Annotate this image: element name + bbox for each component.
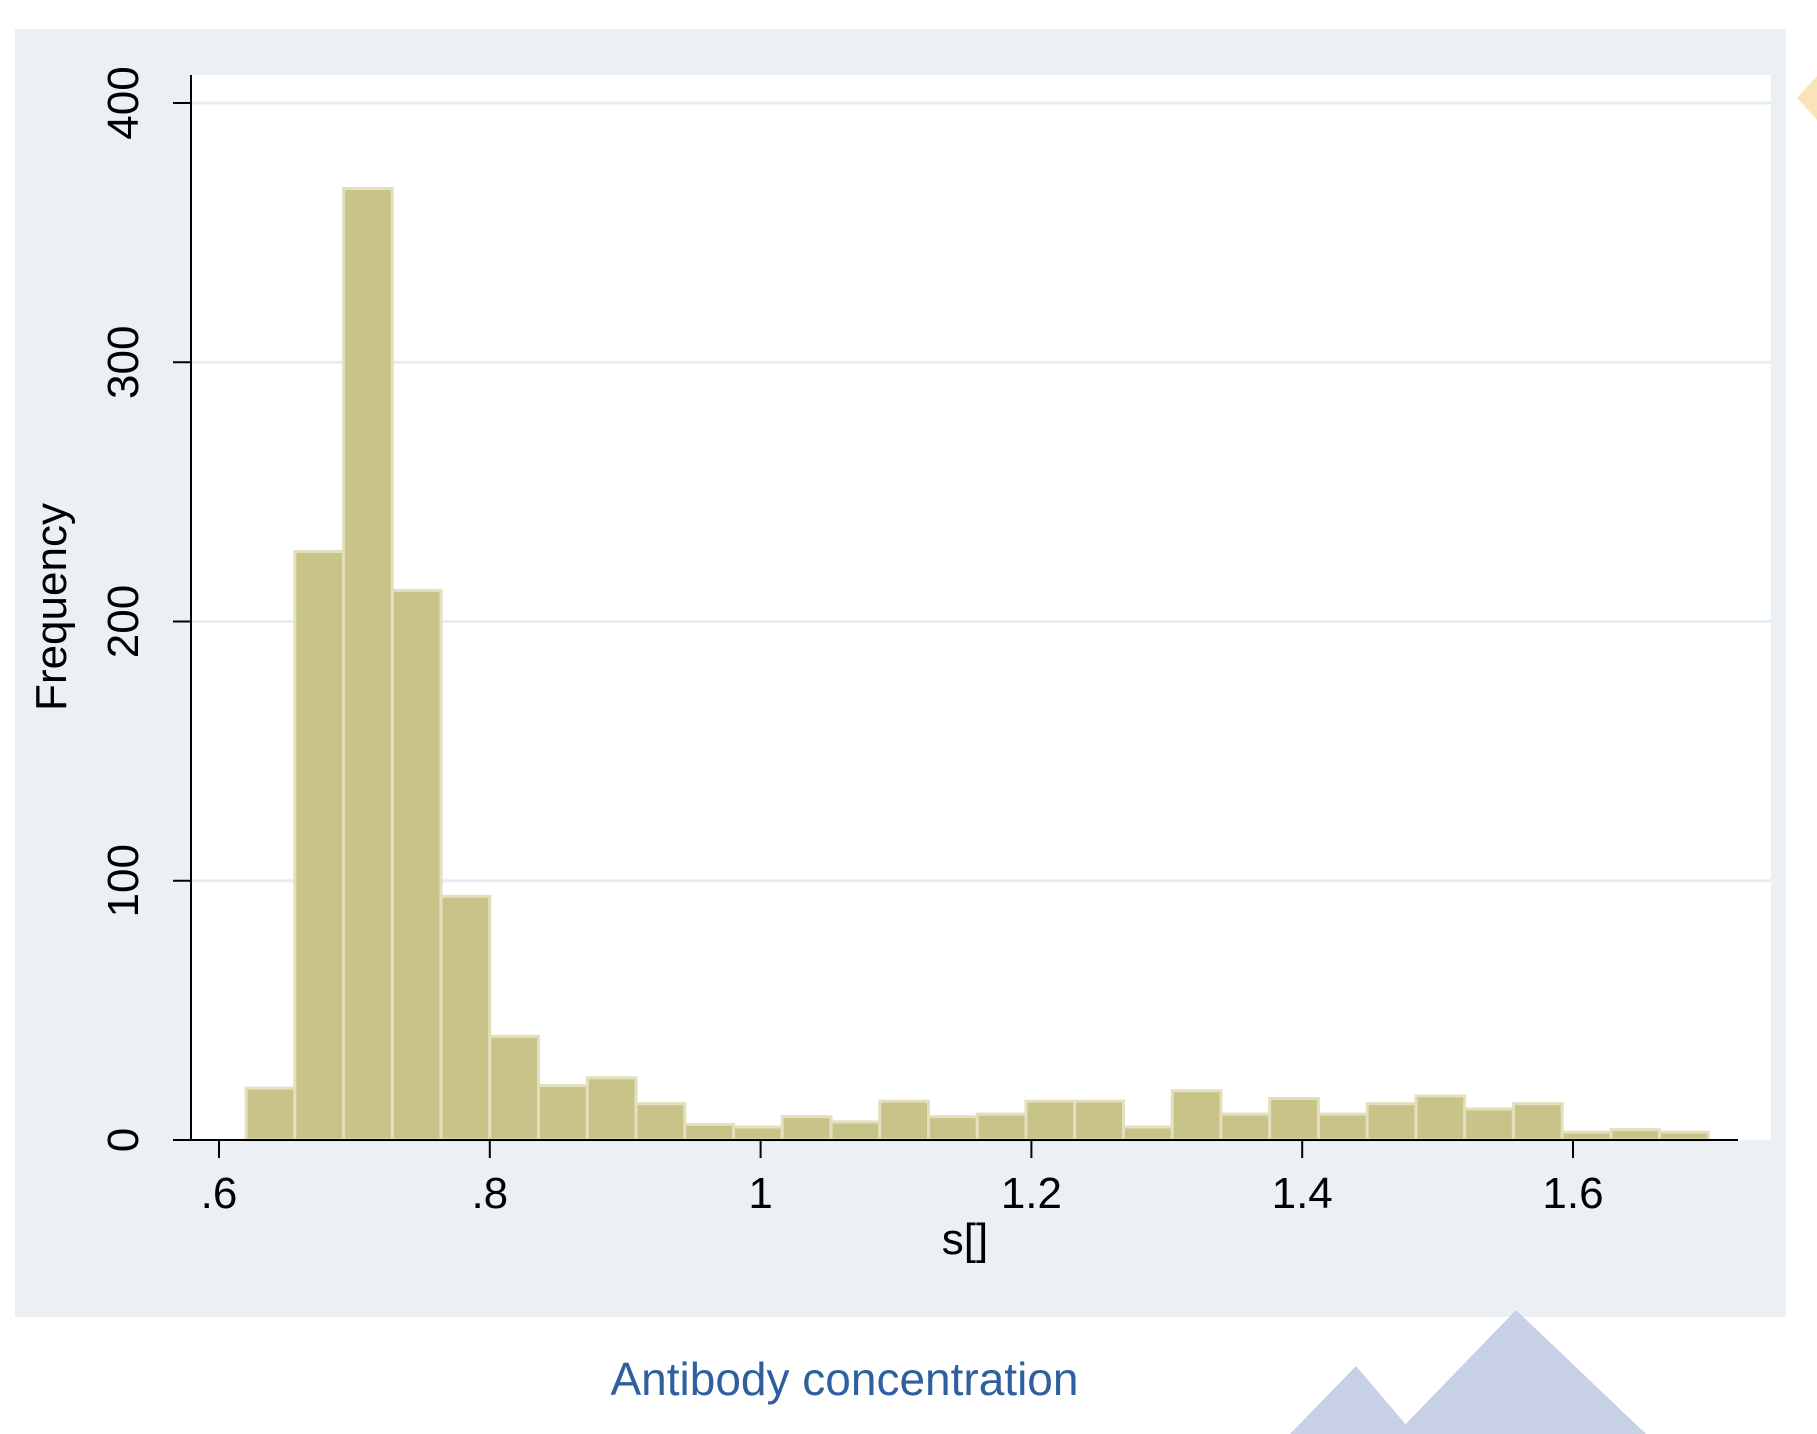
- histogram-bar: [293, 550, 346, 1142]
- x-tick-label: 1.6: [1542, 1169, 1603, 1218]
- histogram-bar: [634, 1102, 687, 1142]
- histogram-bar: [1268, 1097, 1320, 1142]
- histogram-bar: [1658, 1130, 1710, 1142]
- histogram-bar: [829, 1120, 882, 1142]
- x-tick-label: 1.2: [1001, 1169, 1062, 1218]
- histogram-bar: [1609, 1128, 1662, 1142]
- histogram-bar: [780, 1115, 833, 1142]
- decorative-diamond: [1797, 76, 1817, 120]
- decorative-mountains: [1290, 1310, 1646, 1434]
- x-tick-label: .8: [471, 1169, 508, 1218]
- x-axis-title: s[]: [942, 1215, 988, 1264]
- x-tick-label: 1: [748, 1169, 772, 1218]
- slide-caption: Antibody concentration: [0, 1352, 1817, 1406]
- y-tick-label: 200: [99, 585, 148, 658]
- caption-text: Antibody concentration: [610, 1353, 1079, 1405]
- histogram-bar: [732, 1125, 784, 1142]
- histogram-bar: [878, 1099, 930, 1142]
- histogram-bar: [342, 187, 394, 1142]
- histogram-bar: [926, 1115, 979, 1142]
- histogram-bar: [1316, 1112, 1369, 1142]
- histogram-bar: [1170, 1089, 1223, 1142]
- mountain-shape-small: [1290, 1366, 1414, 1434]
- x-tick-label: .6: [201, 1169, 238, 1218]
- histogram-bar: [439, 894, 492, 1142]
- histogram-bar: [537, 1084, 589, 1142]
- y-tick-label: 0: [99, 1128, 148, 1152]
- histogram-bar: [1073, 1099, 1125, 1142]
- histogram-bar: [1463, 1107, 1515, 1142]
- histogram-bar: [1219, 1112, 1272, 1142]
- histogram-bar: [1414, 1094, 1467, 1142]
- histogram-bar: [1511, 1102, 1564, 1142]
- histogram-bar: [1560, 1130, 1613, 1142]
- y-axis-title: Frequency: [27, 503, 76, 711]
- histogram-bar: [390, 588, 443, 1142]
- histogram-bar: [683, 1122, 736, 1142]
- histogram-bar: [975, 1112, 1028, 1142]
- histogram-bar: [1365, 1102, 1418, 1142]
- x-tick-label: 1.4: [1272, 1169, 1333, 1218]
- histogram-bar: [1024, 1099, 1077, 1142]
- mountain-shape-large: [1396, 1310, 1646, 1434]
- histogram-bar: [488, 1034, 541, 1142]
- y-tick-label: 400: [99, 66, 148, 139]
- histogram-bar: [585, 1076, 638, 1142]
- y-tick-label: 100: [99, 844, 148, 917]
- histogram-bar: [1121, 1125, 1174, 1142]
- y-tick-label: 300: [99, 326, 148, 399]
- histogram-bar: [244, 1086, 297, 1142]
